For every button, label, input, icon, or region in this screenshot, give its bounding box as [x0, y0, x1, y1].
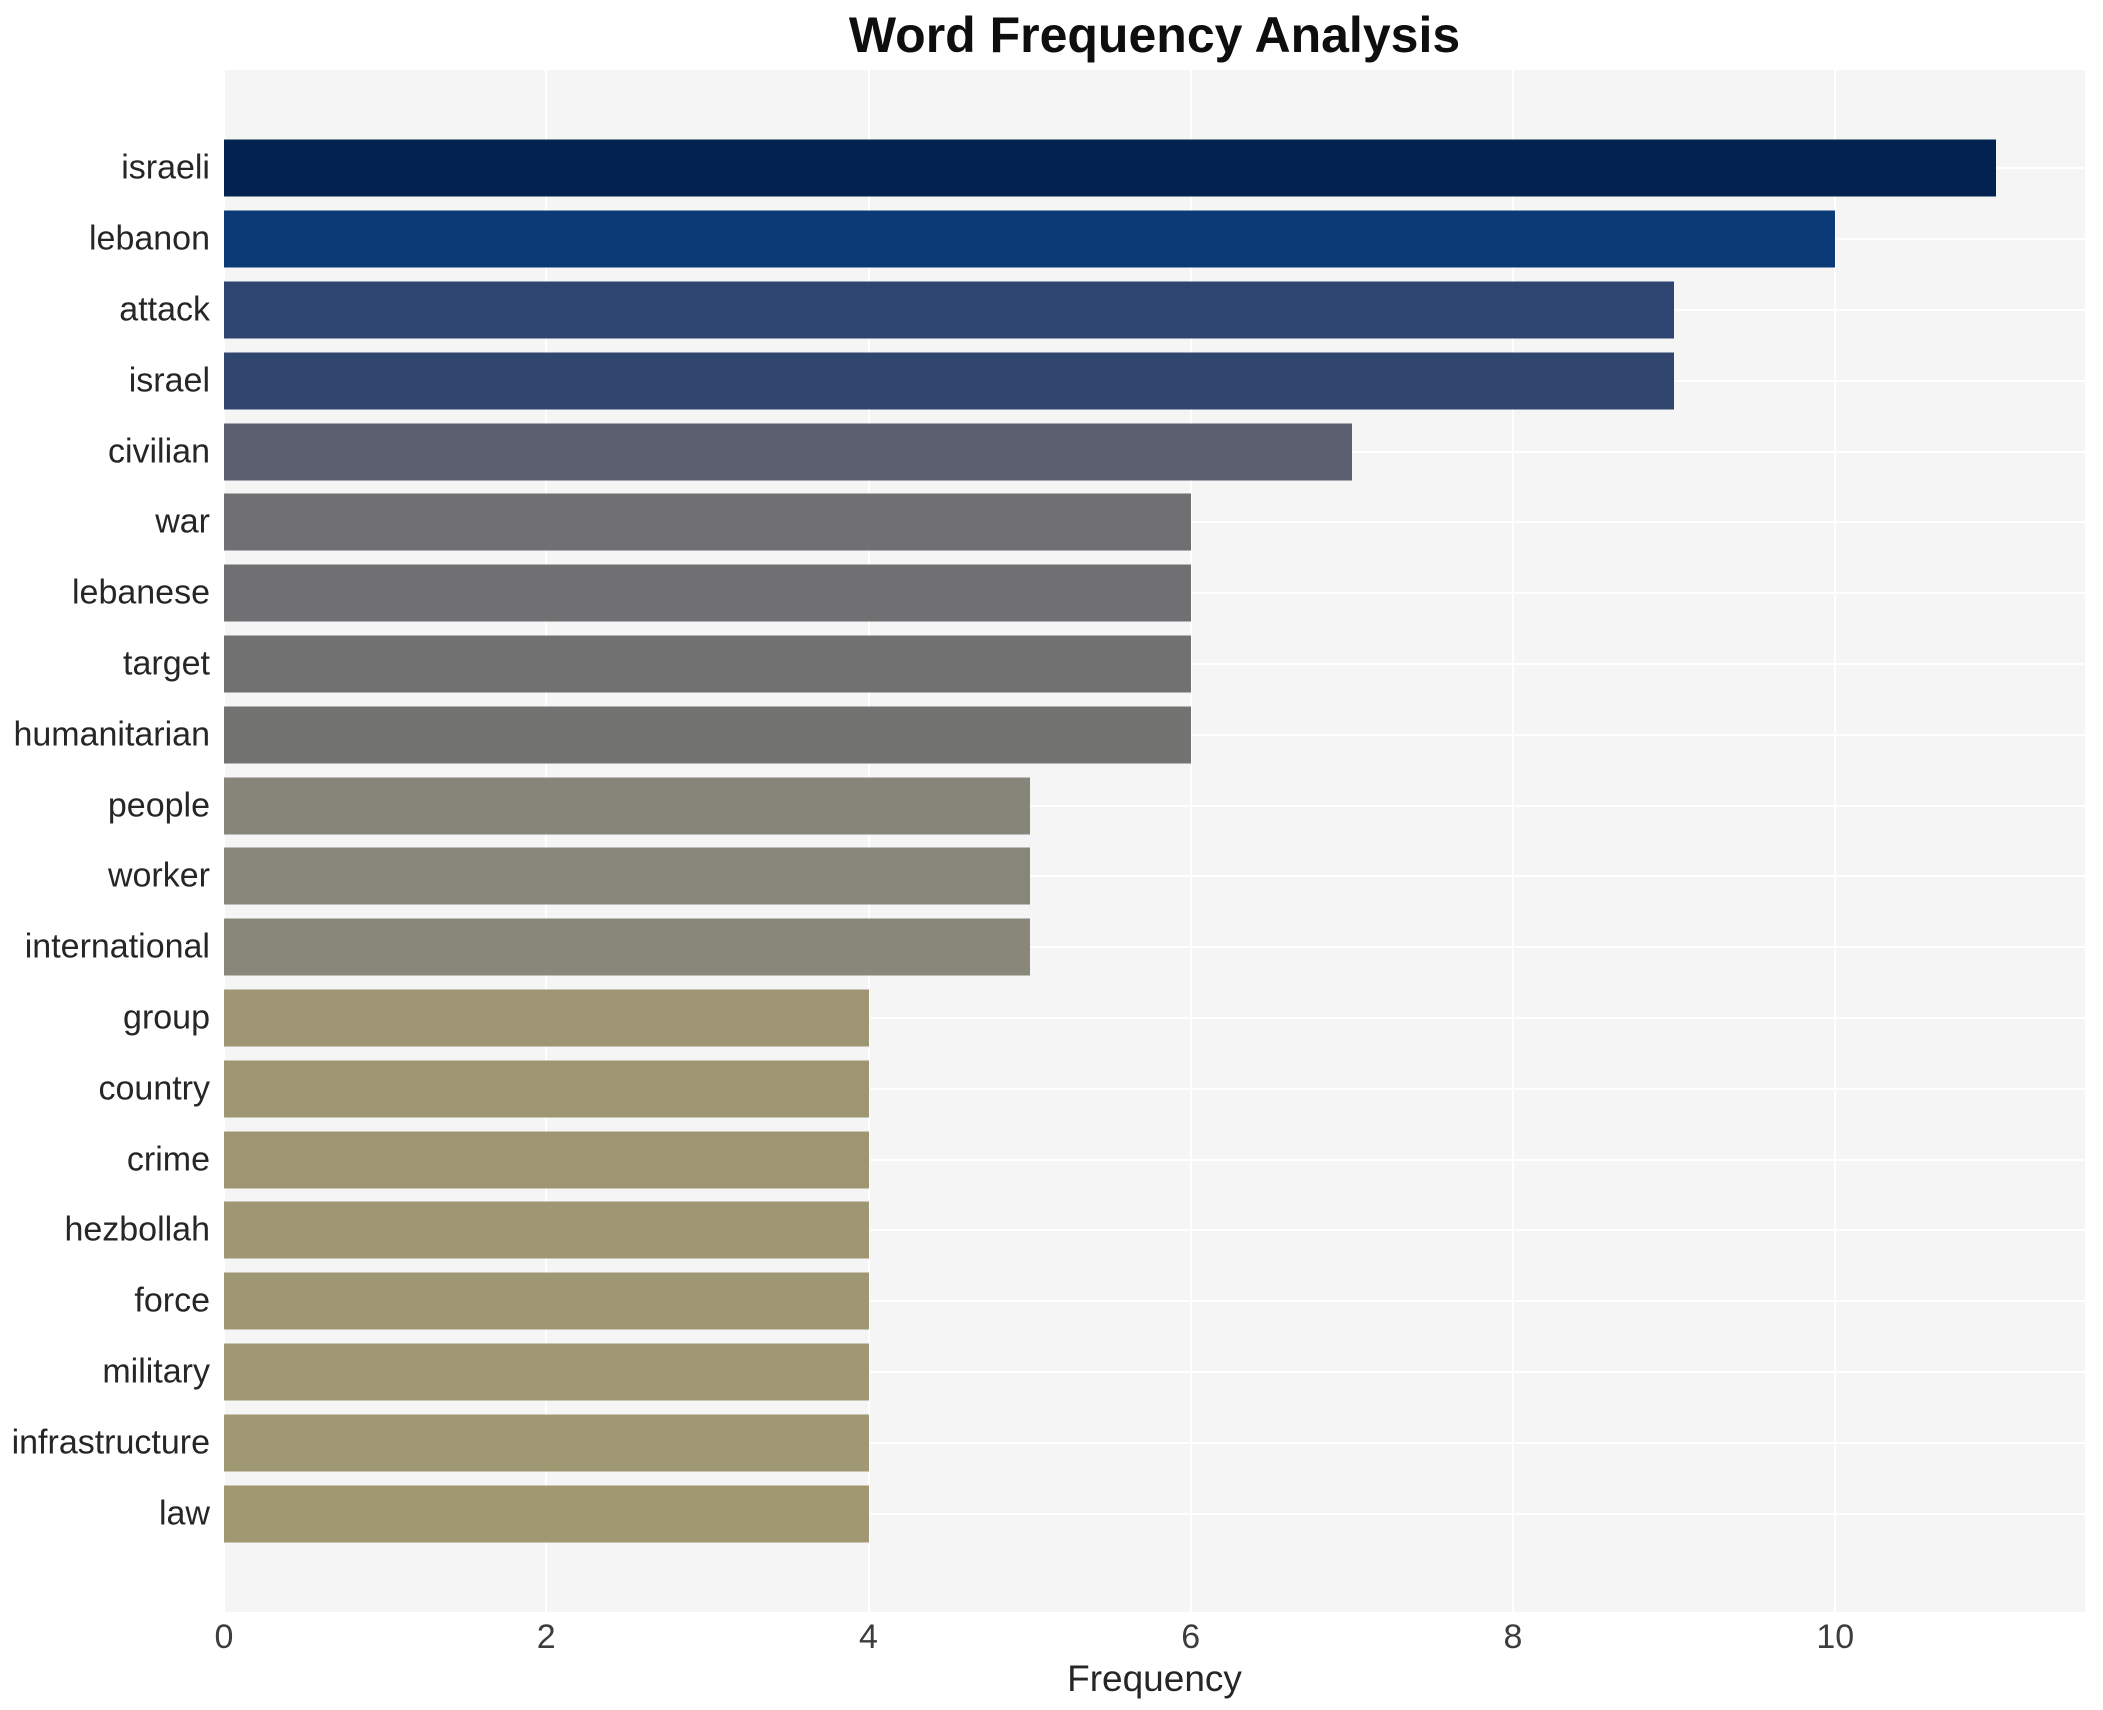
gridline-y — [224, 1512, 2085, 1515]
bar-row: crime — [127, 1124, 2085, 1195]
gridline-x-8 — [1512, 70, 1514, 1612]
x-axis-ticks: 0 2 4 6 8 10 — [215, 1618, 2085, 1662]
x-tick-label-10: 10 — [1816, 1618, 1855, 1656]
bar-israel — [224, 352, 1675, 410]
category-label-international: international — [24, 927, 210, 966]
category-label-target: target — [123, 644, 210, 683]
category-label-people: people — [107, 786, 210, 825]
bar-rows: israeli lebanon attack israel civilian war leb… — [12, 70, 2085, 1612]
bar-lebanese — [224, 564, 1191, 622]
x-tick-label-0: 0 — [214, 1618, 234, 1656]
category-label-attack: attack — [119, 290, 210, 329]
gridline-y — [224, 1300, 2085, 1303]
bar-lebanon — [224, 210, 1836, 268]
gridline-x-0 — [223, 70, 225, 1612]
gridline-y — [224, 1158, 2085, 1161]
category-label-infrastructure: infrastructure — [11, 1423, 210, 1462]
bar-row: israel — [129, 345, 2085, 416]
gridline-x-10 — [1834, 70, 1837, 1612]
bar-row: israeli — [121, 133, 2085, 204]
bar-civilian — [224, 423, 1352, 481]
bar-target — [224, 635, 1191, 693]
bar-international — [224, 918, 1030, 976]
bar-humanitarian — [224, 706, 1191, 764]
bar-hezbollah — [224, 1201, 869, 1259]
category-label-crime: crime — [126, 1140, 210, 1179]
x-axis-label: Frequency — [1067, 1658, 1242, 1699]
bar-row: country — [99, 1053, 2085, 1124]
bar-row: humanitarian — [13, 699, 2085, 770]
category-label-worker: worker — [107, 856, 210, 895]
category-label-law: law — [158, 1494, 210, 1533]
x-tick-label-4: 4 — [859, 1618, 878, 1656]
x-tick-label-6: 6 — [1181, 1618, 1201, 1656]
gridline-y — [224, 946, 2085, 949]
bar-row: hezbollah — [64, 1195, 2085, 1266]
bar-row: worker — [108, 841, 2085, 912]
bar-people — [224, 777, 1030, 835]
category-label-humanitarian: humanitarian — [13, 715, 210, 754]
category-label-war: war — [155, 502, 210, 541]
bar-war — [224, 493, 1191, 551]
gridline-x-4 — [867, 70, 870, 1612]
bar-row: military — [102, 1337, 2085, 1408]
category-label-force: force — [134, 1281, 210, 1320]
chart-title: Word Frequency Analysis — [848, 7, 1461, 63]
bar-row: infrastructure — [12, 1407, 2085, 1478]
category-label-israeli: israeli — [121, 148, 210, 187]
bar-military — [224, 1343, 869, 1401]
gridline-y — [224, 1229, 2085, 1232]
bar-row: force — [134, 1266, 2085, 1337]
gridline-y — [224, 875, 2085, 878]
x-tick-label-8: 8 — [1503, 1618, 1523, 1656]
category-label-civilian: civilian — [107, 432, 210, 471]
category-label-hezbollah: hezbollah — [64, 1210, 210, 1249]
category-label-lebanese: lebanese — [71, 573, 210, 612]
bar-crime — [224, 1131, 869, 1189]
bar-infrastructure — [224, 1414, 869, 1472]
category-label-military: military — [102, 1352, 210, 1391]
bar-force — [224, 1272, 869, 1330]
bar-row: attack — [119, 275, 2085, 346]
bar-israeli — [224, 139, 1997, 197]
gridline-y — [224, 804, 2085, 807]
category-label-group: group — [123, 998, 210, 1037]
bar-country — [224, 1060, 869, 1118]
bar-group — [224, 989, 869, 1047]
gridline-x-6 — [1189, 70, 1192, 1612]
gridline-y — [224, 1016, 2085, 1019]
bar-row: group — [123, 983, 2085, 1054]
gridline-y — [224, 1441, 2085, 1444]
bar-row: lebanon — [89, 204, 2085, 275]
category-label-lebanon: lebanon — [88, 219, 210, 258]
bar-worker — [224, 847, 1030, 905]
gridline-y — [224, 1370, 2085, 1373]
bar-row: lebanese — [72, 558, 2085, 629]
category-label-country: country — [98, 1069, 211, 1108]
gridline-y — [224, 1087, 2085, 1090]
gridline-x-2 — [545, 70, 548, 1612]
bar-row: law — [159, 1478, 2085, 1549]
plot-area: israeli lebanon attack israel civilian war leb… — [12, 70, 2085, 1612]
bar-row: war — [155, 487, 2085, 558]
category-label-israel: israel — [128, 361, 210, 400]
bar-row: civilian — [108, 416, 2085, 487]
bar-law — [224, 1485, 869, 1543]
bar-row: people — [108, 770, 2085, 841]
bar-attack — [224, 281, 1675, 339]
bar-row: international — [25, 912, 2085, 983]
bar-row: target — [123, 629, 2085, 700]
x-tick-label-2: 2 — [536, 1618, 556, 1656]
